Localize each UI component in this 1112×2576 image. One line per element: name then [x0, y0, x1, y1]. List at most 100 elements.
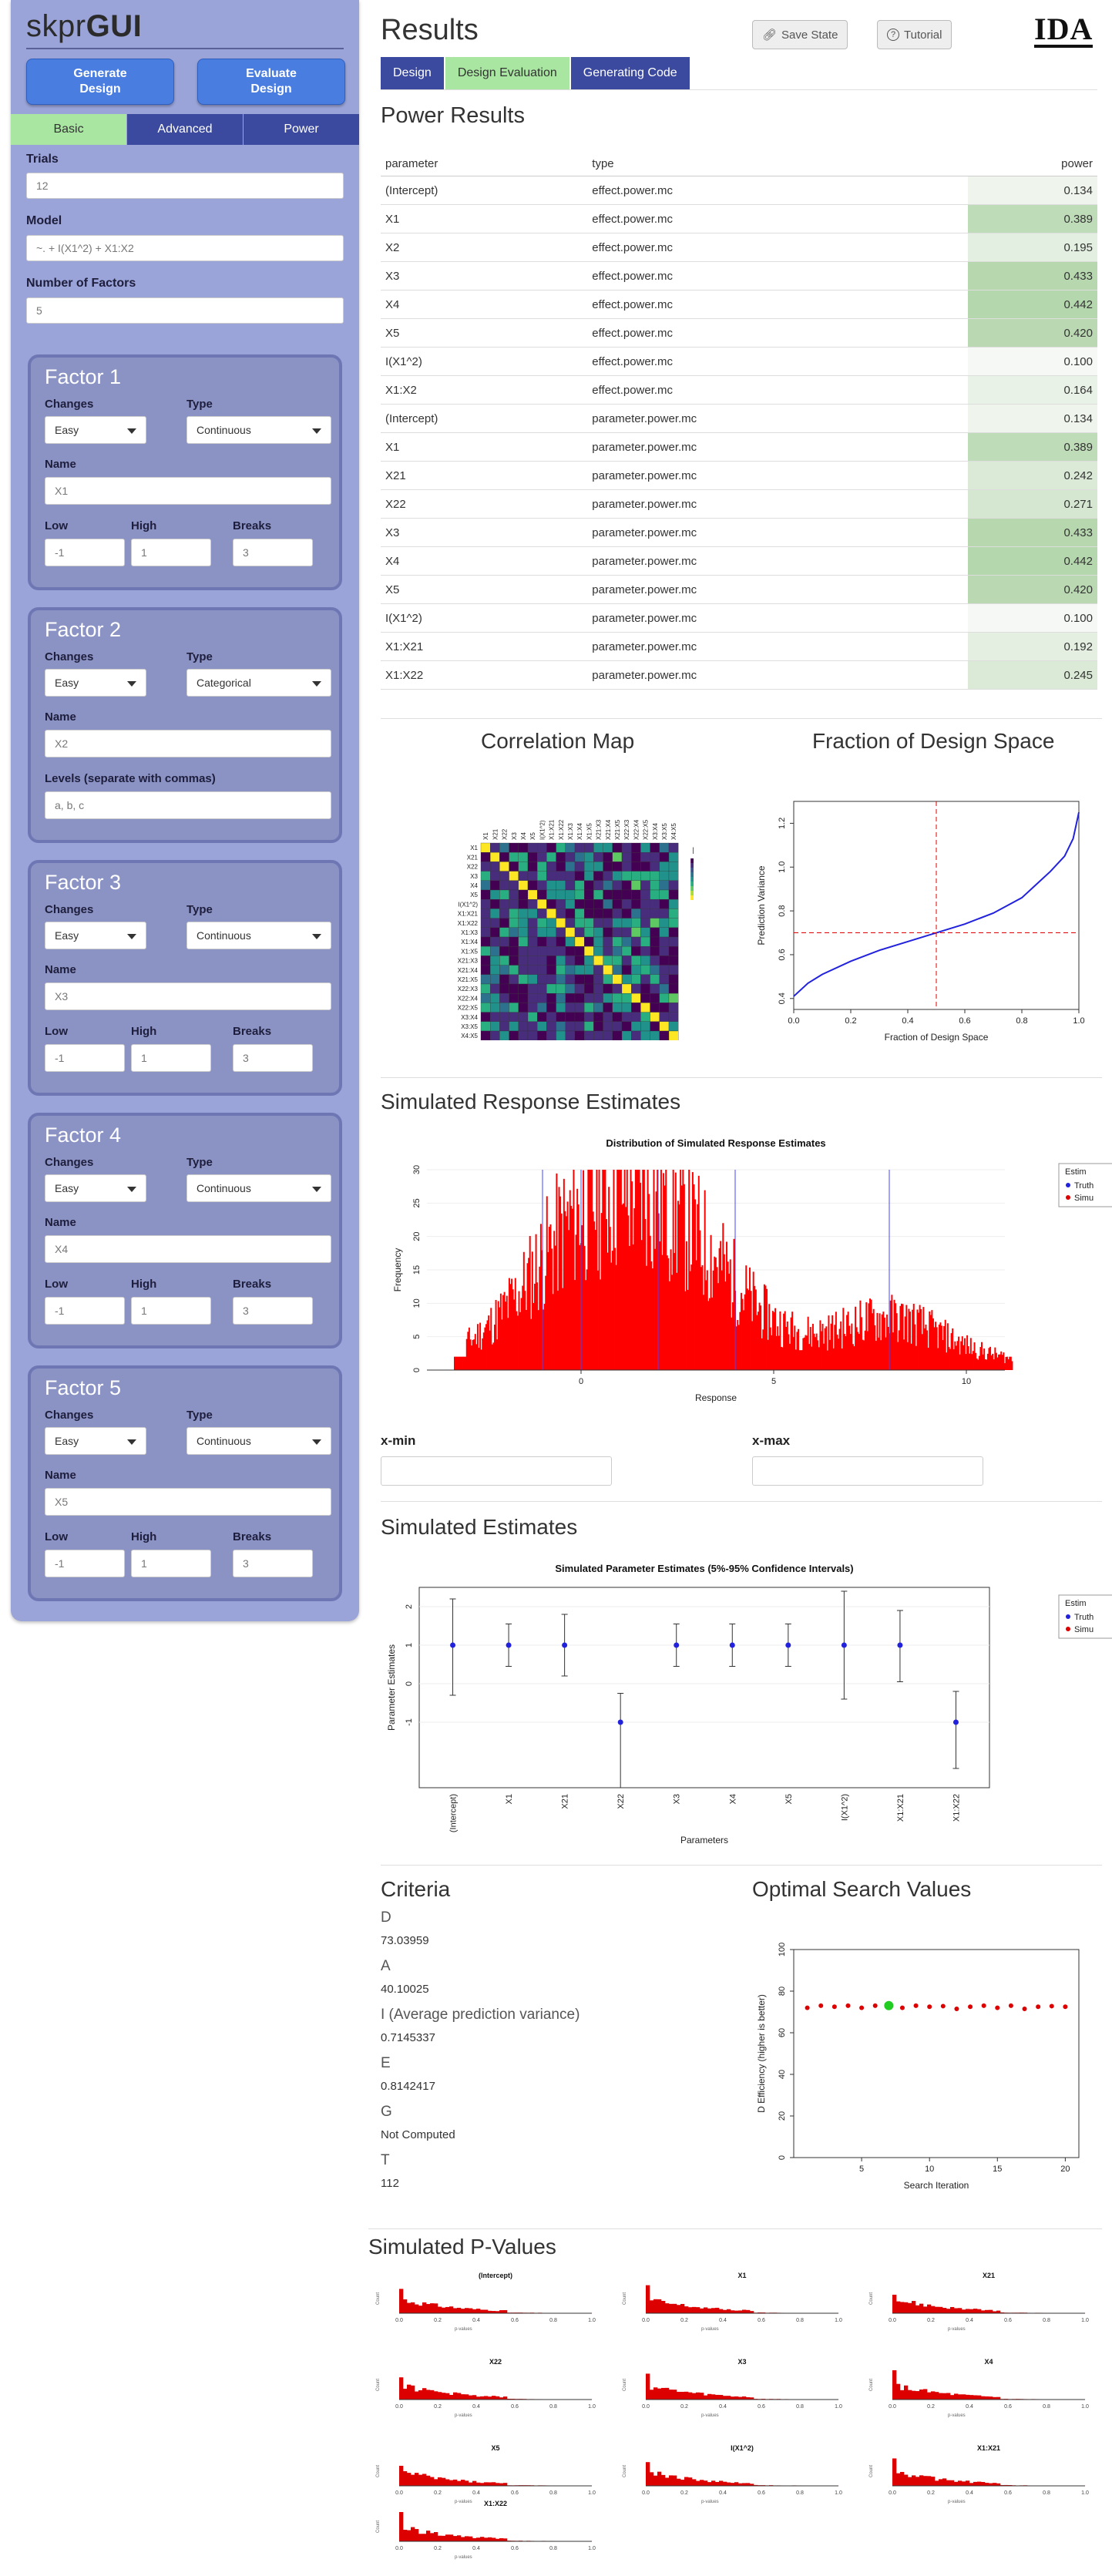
breaks-input[interactable]: 3: [233, 539, 313, 566]
levels-label: Levels (separate with commas): [45, 772, 216, 785]
corr-cell: [518, 983, 529, 994]
corr-cell: [640, 880, 650, 891]
name-input[interactable]: X1: [45, 477, 331, 505]
pvalue-ylabel: Count: [623, 2465, 627, 2477]
corr-row-label: X3:X4: [461, 1014, 478, 1021]
tab-design-evaluation[interactable]: Design Evaluation: [445, 57, 569, 89]
pvalue-bar: [977, 2395, 982, 2400]
resp-bar: [739, 1312, 741, 1370]
resp-bar: [485, 1324, 487, 1370]
resp-bar: [986, 1353, 989, 1370]
corr-cell: [556, 1012, 566, 1022]
evaluate-design-button[interactable]: Evaluate Design: [197, 59, 345, 105]
resp-bar: [876, 1312, 879, 1370]
trials-input[interactable]: 12: [26, 173, 344, 199]
resp-bar: [859, 1300, 862, 1370]
resp-bar: [975, 1352, 977, 1370]
tab-power[interactable]: Power: [243, 114, 359, 145]
corr-cell: [593, 889, 603, 900]
low-input[interactable]: -1: [45, 1044, 125, 1072]
low-input[interactable]: -1: [45, 539, 125, 566]
type-select[interactable]: Continuous: [186, 1174, 331, 1202]
corr-cell: [640, 956, 650, 966]
xmin-input[interactable]: [381, 1456, 612, 1486]
corr-cell: [546, 889, 556, 900]
resp-bar: [855, 1306, 857, 1370]
name-input[interactable]: X5: [45, 1488, 331, 1516]
sim-pvalues-title: Simulated P-Values: [368, 2235, 556, 2259]
type-select[interactable]: Continuous: [186, 416, 331, 444]
high-input[interactable]: 1: [131, 1297, 211, 1325]
breaks-input[interactable]: 3: [233, 1297, 313, 1325]
high-input[interactable]: 1: [131, 1550, 211, 1577]
model-input[interactable]: ~. + I(X1^2) + X1:X2: [26, 235, 344, 261]
pvalue-xtick-label: 0.8: [796, 2490, 804, 2496]
type-select[interactable]: Categorical: [186, 669, 331, 697]
levels-input[interactable]: a, b, c: [45, 791, 331, 819]
tab-design[interactable]: Design: [381, 57, 444, 89]
save-state-button[interactable]: 🔗︎ Save State: [752, 20, 848, 49]
high-input[interactable]: 1: [131, 539, 211, 566]
corr-cell: [640, 889, 650, 900]
corr-cell: [621, 871, 632, 881]
name-input[interactable]: X3: [45, 982, 331, 1010]
corr-cell: [659, 908, 670, 919]
name-input[interactable]: X2: [45, 730, 331, 757]
resp-bar: [785, 1326, 788, 1370]
pvalue-ylabel: Count: [869, 2465, 874, 2477]
corr-cell: [650, 1030, 660, 1040]
type-select[interactable]: Continuous: [186, 922, 331, 949]
corr-cell: [556, 974, 566, 985]
changes-select[interactable]: Easy: [45, 416, 146, 444]
corr-cell: [621, 918, 632, 928]
type-select[interactable]: Continuous: [186, 1427, 331, 1455]
changes-select[interactable]: Easy: [45, 922, 146, 949]
resp-bar: [864, 1330, 866, 1370]
resp-bar: [938, 1324, 940, 1370]
name-label: Name: [45, 710, 76, 724]
corr-cell: [603, 936, 613, 947]
generate-design-button[interactable]: Generate Design: [26, 59, 174, 105]
corr-row-label: X4: [470, 882, 478, 889]
pvalue-xlabel: p-values: [455, 2413, 472, 2418]
resp-bar: [633, 1207, 636, 1370]
tutorial-button[interactable]: ? Tutorial: [877, 20, 952, 49]
name-input[interactable]: X4: [45, 1235, 331, 1263]
corr-cell: [509, 946, 519, 956]
cell-type: parameter.power.mc: [587, 632, 968, 661]
resp-bar: [583, 1170, 585, 1370]
corr-cell: [574, 956, 585, 966]
pvalue-xtick-label: 0.8: [1043, 2490, 1050, 2496]
tab-basic[interactable]: Basic: [11, 114, 126, 145]
xmax-input[interactable]: [752, 1456, 983, 1486]
resp-bar: [744, 1294, 746, 1370]
resp-bar: [526, 1263, 529, 1370]
pvalue-bar: [1000, 2484, 1005, 2486]
tab-advanced[interactable]: Advanced: [126, 114, 243, 145]
pvalue-bar: [750, 2397, 754, 2400]
breaks-input[interactable]: 3: [233, 1550, 313, 1577]
breaks-input[interactable]: 3: [233, 1044, 313, 1072]
cell-power: 0.242: [968, 461, 1097, 490]
corr-legend-swatch: [690, 858, 694, 863]
corr-cell: [556, 861, 566, 872]
opt-point: [913, 2003, 919, 2008]
corr-cell: [499, 889, 509, 900]
corr-col-label: X21: [492, 828, 499, 840]
pvalue-bar: [742, 2483, 747, 2486]
resp-bar: [798, 1328, 800, 1370]
high-input[interactable]: 1: [131, 1044, 211, 1072]
corr-cell: [574, 899, 585, 909]
name-label: Name: [45, 1216, 76, 1229]
low-input[interactable]: -1: [45, 1550, 125, 1577]
resp-bar: [644, 1218, 647, 1370]
changes-select[interactable]: Easy: [45, 1174, 146, 1202]
changes-select[interactable]: Easy: [45, 1427, 146, 1455]
changes-select[interactable]: Easy: [45, 669, 146, 697]
corr-col-label: X5: [529, 832, 536, 840]
table-row: I(X1^2) effect.power.mc 0.100: [381, 347, 1097, 376]
tab-generating-code[interactable]: Generating Code: [570, 57, 690, 89]
num-factors-input[interactable]: 5: [26, 297, 344, 324]
low-input[interactable]: -1: [45, 1297, 125, 1325]
